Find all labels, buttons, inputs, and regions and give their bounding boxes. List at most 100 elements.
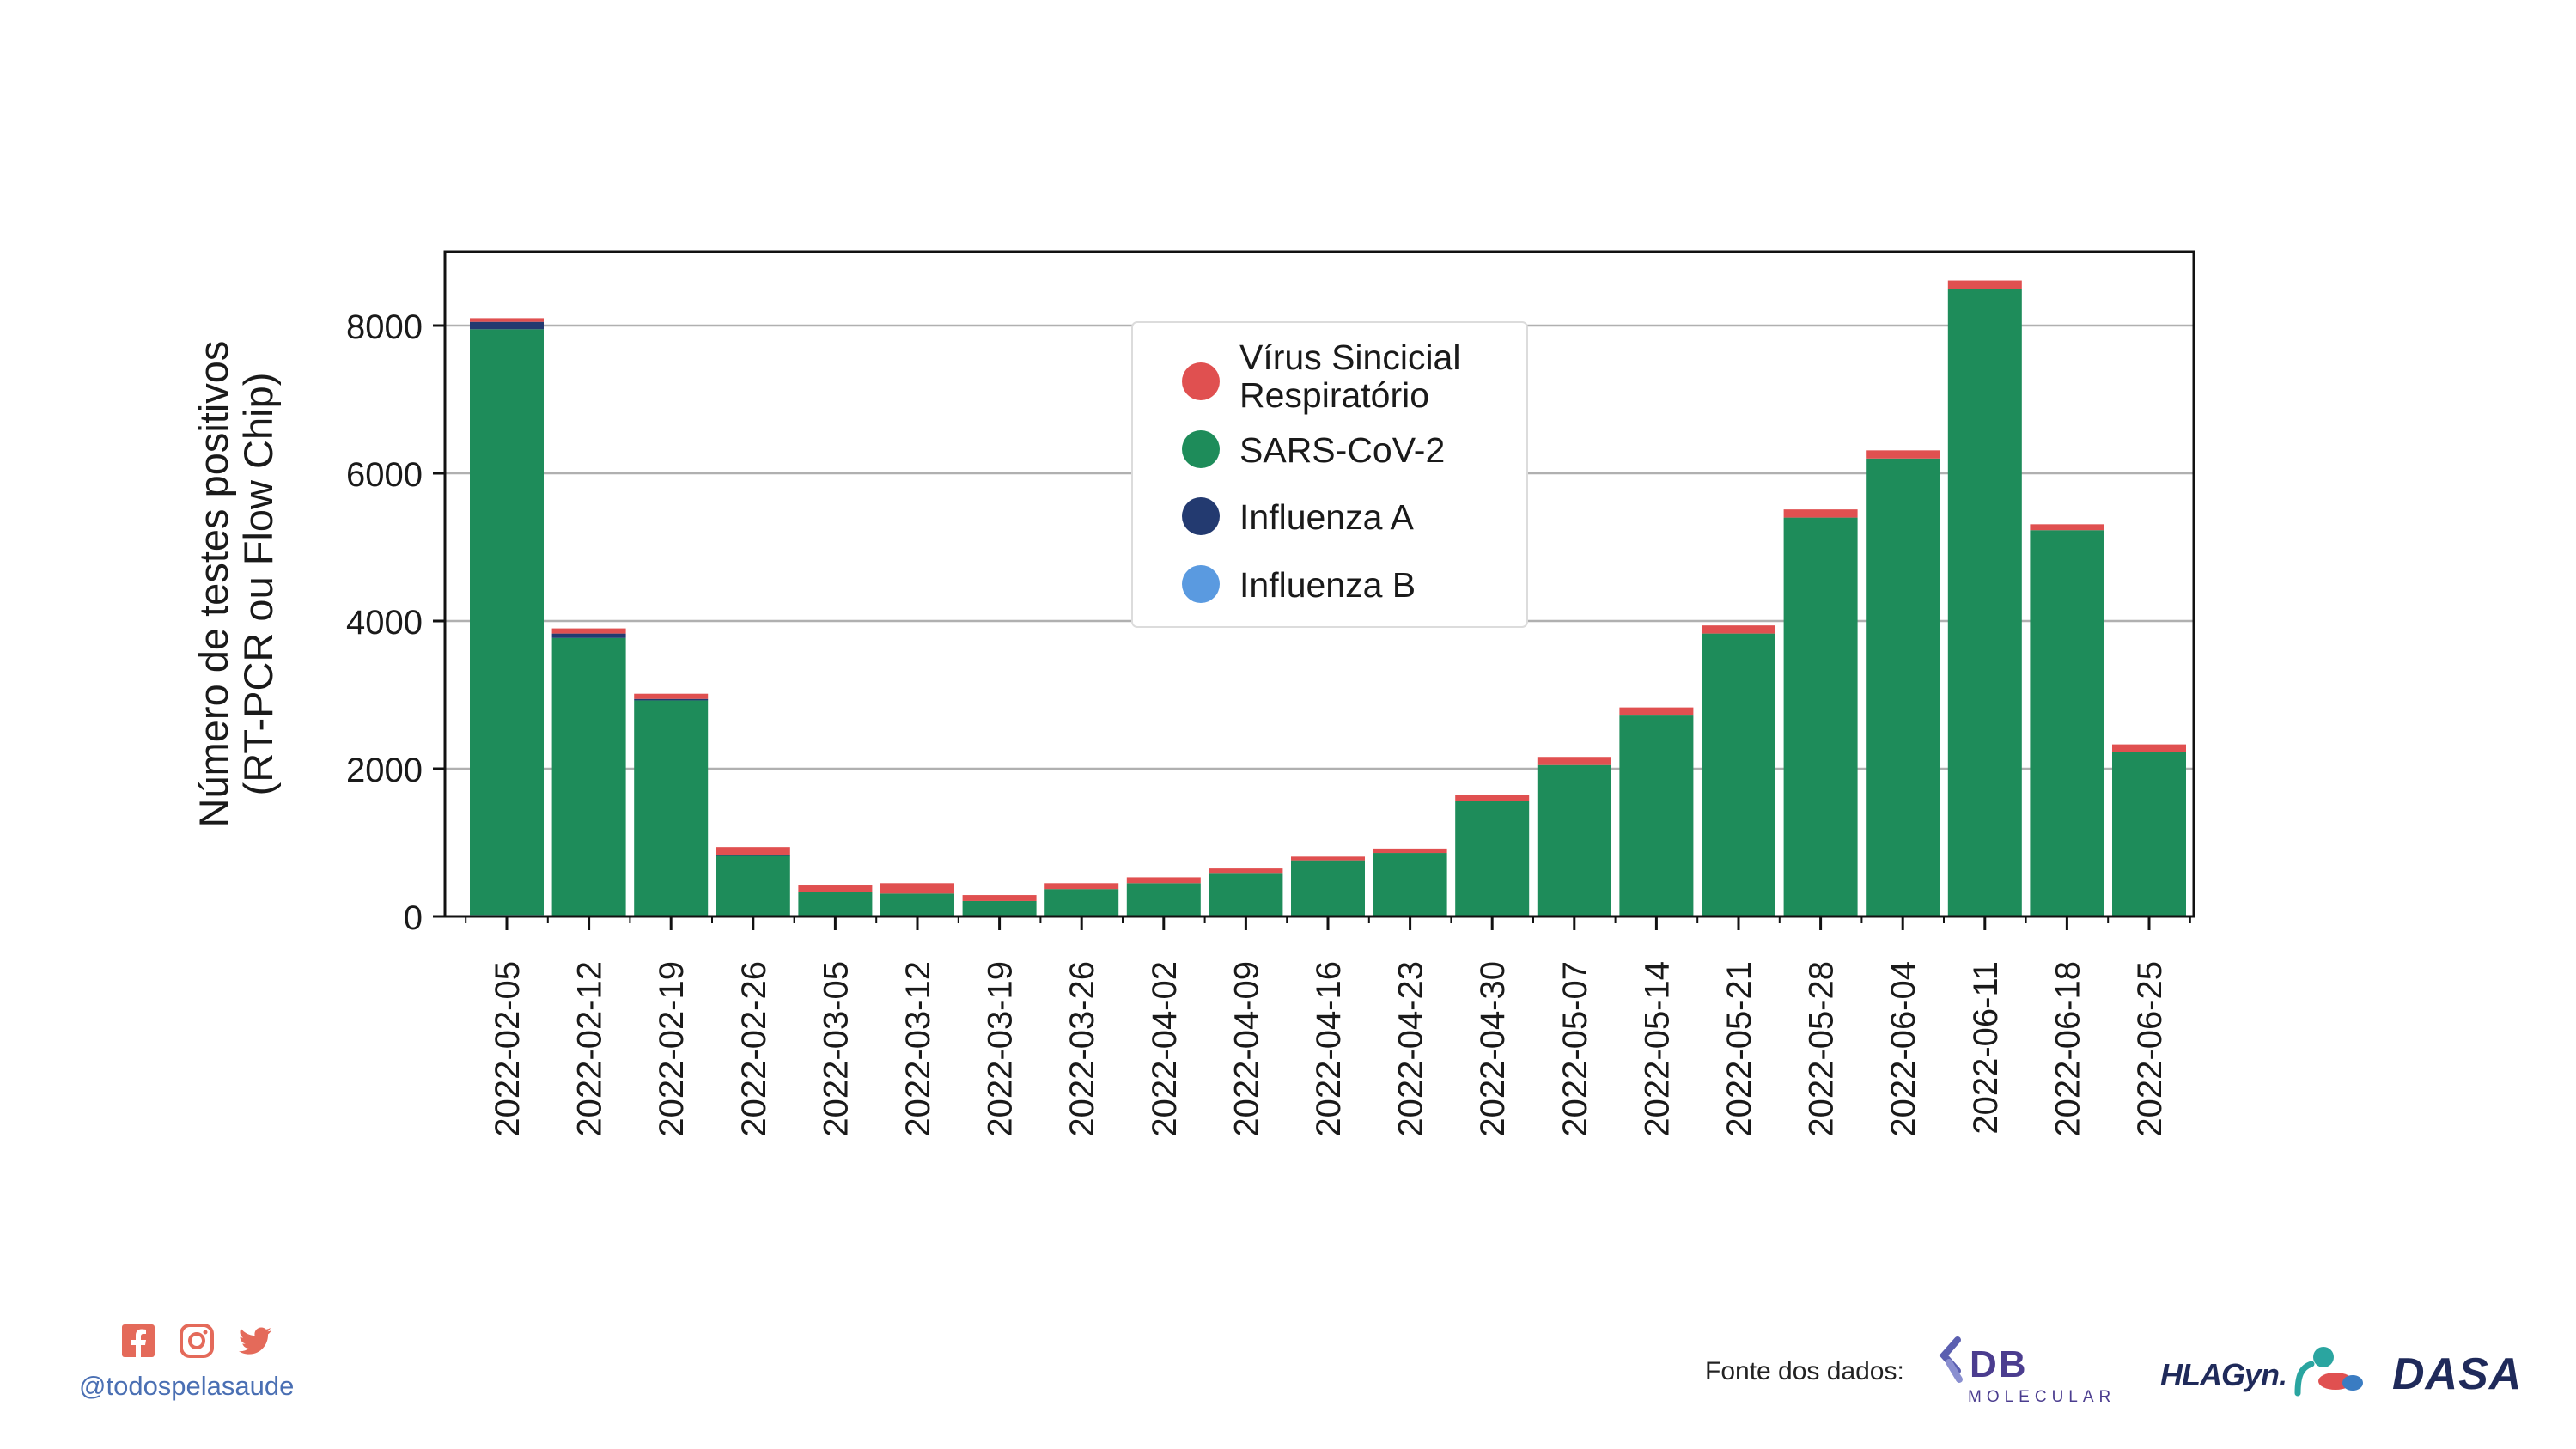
bar-sars-cov-2 [551, 637, 626, 916]
bar-sars-cov-2 [1044, 889, 1119, 916]
bar-v-rus-sincicial-respirat-rio [1537, 757, 1611, 765]
dasa-logo: DASA [2392, 1349, 2523, 1399]
bar-v-rus-sincicial-respirat-rio [470, 318, 544, 322]
y-axis-label: Número de testes positivos (RT-PCR ou Flo… [191, 341, 281, 828]
legend-label: Vírus Sincicial [1239, 338, 1460, 377]
bar-influenza-a [551, 633, 626, 638]
bar-v-rus-sincicial-respirat-rio [551, 628, 626, 634]
bar-sars-cov-2 [1783, 517, 1858, 916]
bar-v-rus-sincicial-respirat-rio [880, 883, 954, 894]
bar-influenza-a [716, 855, 790, 856]
x-tick-label: 2022-04-02 [1146, 961, 1184, 1137]
bar-sars-cov-2 [2030, 530, 2104, 916]
x-tick-label: 2022-06-04 [1885, 961, 1922, 1137]
x-tick-label: 2022-03-19 [982, 961, 1020, 1137]
bar-sars-cov-2 [1947, 289, 2022, 916]
legend-label: Influenza B [1239, 565, 1416, 605]
x-tick-label: 2022-02-05 [489, 961, 527, 1137]
bar-v-rus-sincicial-respirat-rio [1783, 509, 1858, 518]
bar-influenza-a [470, 321, 544, 330]
bar-v-rus-sincicial-respirat-rio [798, 885, 873, 892]
data-sources: Fonte dos dados: DB MOLECULAR HLAGyn. DA… [1705, 1323, 2555, 1417]
bar-sars-cov-2 [470, 329, 544, 916]
y-tick-label: 2000 [346, 752, 423, 789]
x-tick-label: 2022-06-18 [2049, 961, 2086, 1137]
bar-sars-cov-2 [1373, 853, 1447, 916]
x-tick-label: 2022-02-26 [735, 961, 773, 1137]
x-tick-label: 2022-05-28 [1803, 961, 1841, 1137]
y-axis-label-line: (RT-PCR ou Flow Chip) [235, 373, 281, 796]
bar-v-rus-sincicial-respirat-rio [1291, 856, 1365, 861]
bar-sars-cov-2 [1291, 860, 1365, 916]
bar-sars-cov-2 [1619, 715, 1694, 916]
bar-sars-cov-2 [1866, 458, 1940, 916]
social-footer: @todospelasaude [79, 1323, 337, 1402]
x-tick-label: 2022-04-23 [1392, 961, 1430, 1137]
y-tick-label: 6000 [346, 456, 423, 494]
bar-v-rus-sincicial-respirat-rio [2030, 524, 2104, 531]
bar-sars-cov-2 [962, 900, 1037, 916]
x-tick-label: 2022-02-19 [653, 961, 691, 1137]
x-tick-label: 2022-05-07 [1556, 961, 1594, 1137]
bar-v-rus-sincicial-respirat-rio [1702, 625, 1775, 634]
bar-v-rus-sincicial-respirat-rio [1455, 795, 1530, 801]
y-tick-label: 8000 [346, 308, 423, 346]
legend-label: Influenza A [1239, 497, 1415, 537]
legend-marker [1182, 497, 1220, 535]
bar-v-rus-sincicial-respirat-rio [1947, 280, 2022, 289]
x-tick-label: 2022-05-21 [1720, 961, 1758, 1137]
x-tick-label: 2022-04-30 [1474, 961, 1512, 1137]
plot-frame [443, 250, 2195, 918]
facebook-icon[interactable] [120, 1323, 156, 1359]
bar-sars-cov-2 [2112, 752, 2186, 916]
x-axis: 2022-02-05 2022-02-12 2022-02-19 2022-02-26… [465, 916, 2191, 1137]
bar-sars-cov-2 [1455, 801, 1530, 916]
bar-v-rus-sincicial-respirat-rio [1373, 848, 1447, 854]
legend-label: SARS-CoV-2 [1239, 430, 1445, 470]
x-tick-label: 2022-04-09 [1227, 961, 1265, 1137]
x-tick-label: 2022-06-11 [1967, 961, 2005, 1135]
bar-sars-cov-2 [798, 892, 873, 916]
bar-sars-cov-2 [1537, 764, 1611, 916]
x-tick-label: 2022-05-14 [1638, 961, 1676, 1137]
bar-v-rus-sincicial-respirat-rio [634, 693, 709, 699]
legend-box [1131, 321, 1528, 628]
y-tick-label: 4000 [346, 604, 423, 642]
bars [470, 280, 2186, 917]
y-axis: 0 2000 4000 6000 8000 [346, 308, 445, 937]
hlagyn-logo: HLAGyn. [2160, 1342, 2363, 1410]
bar-sars-cov-2 [1209, 873, 1283, 916]
bar-v-rus-sincicial-respirat-rio [716, 847, 790, 855]
bar-v-rus-sincicial-respirat-rio [1126, 877, 1201, 884]
bar-sars-cov-2 [634, 700, 709, 916]
social-handle[interactable]: @todospelasaude [79, 1371, 295, 1401]
bar-sars-cov-2 [880, 893, 954, 916]
x-tick-label: 2022-03-12 [899, 961, 937, 1137]
bar-v-rus-sincicial-respirat-rio [2112, 744, 2186, 752]
bar-influenza-a [634, 698, 709, 701]
bar-v-rus-sincicial-respirat-rio [1619, 707, 1694, 716]
x-tick-label: 2022-03-26 [1063, 961, 1101, 1137]
legend-marker [1182, 430, 1220, 468]
bar-v-rus-sincicial-respirat-rio [962, 895, 1037, 901]
y-axis-label-line: Número de testes positivos [191, 341, 236, 828]
x-tick-label: 2022-02-12 [571, 961, 609, 1137]
db-molecular-logo: DB MOLECULAR [1937, 1331, 2126, 1409]
sources-label: Fonte dos dados: [1705, 1357, 1904, 1385]
bar-v-rus-sincicial-respirat-rio [1866, 450, 1940, 459]
legend-marker [1182, 362, 1220, 400]
x-tick-label: 2022-06-25 [2131, 961, 2169, 1137]
bar-sars-cov-2 [1702, 633, 1775, 916]
x-tick-label: 2022-03-05 [817, 961, 855, 1137]
twitter-icon[interactable] [237, 1323, 273, 1359]
legend-label: Respiratório [1239, 375, 1429, 415]
bar-sars-cov-2 [716, 855, 790, 916]
instagram-icon[interactable] [179, 1323, 215, 1359]
bar-v-rus-sincicial-respirat-rio [1044, 883, 1119, 890]
y-tick-label: 0 [404, 899, 423, 937]
bar-sars-cov-2 [1126, 883, 1201, 916]
legend-marker [1182, 565, 1220, 603]
x-tick-label: 2022-04-16 [1310, 961, 1348, 1137]
